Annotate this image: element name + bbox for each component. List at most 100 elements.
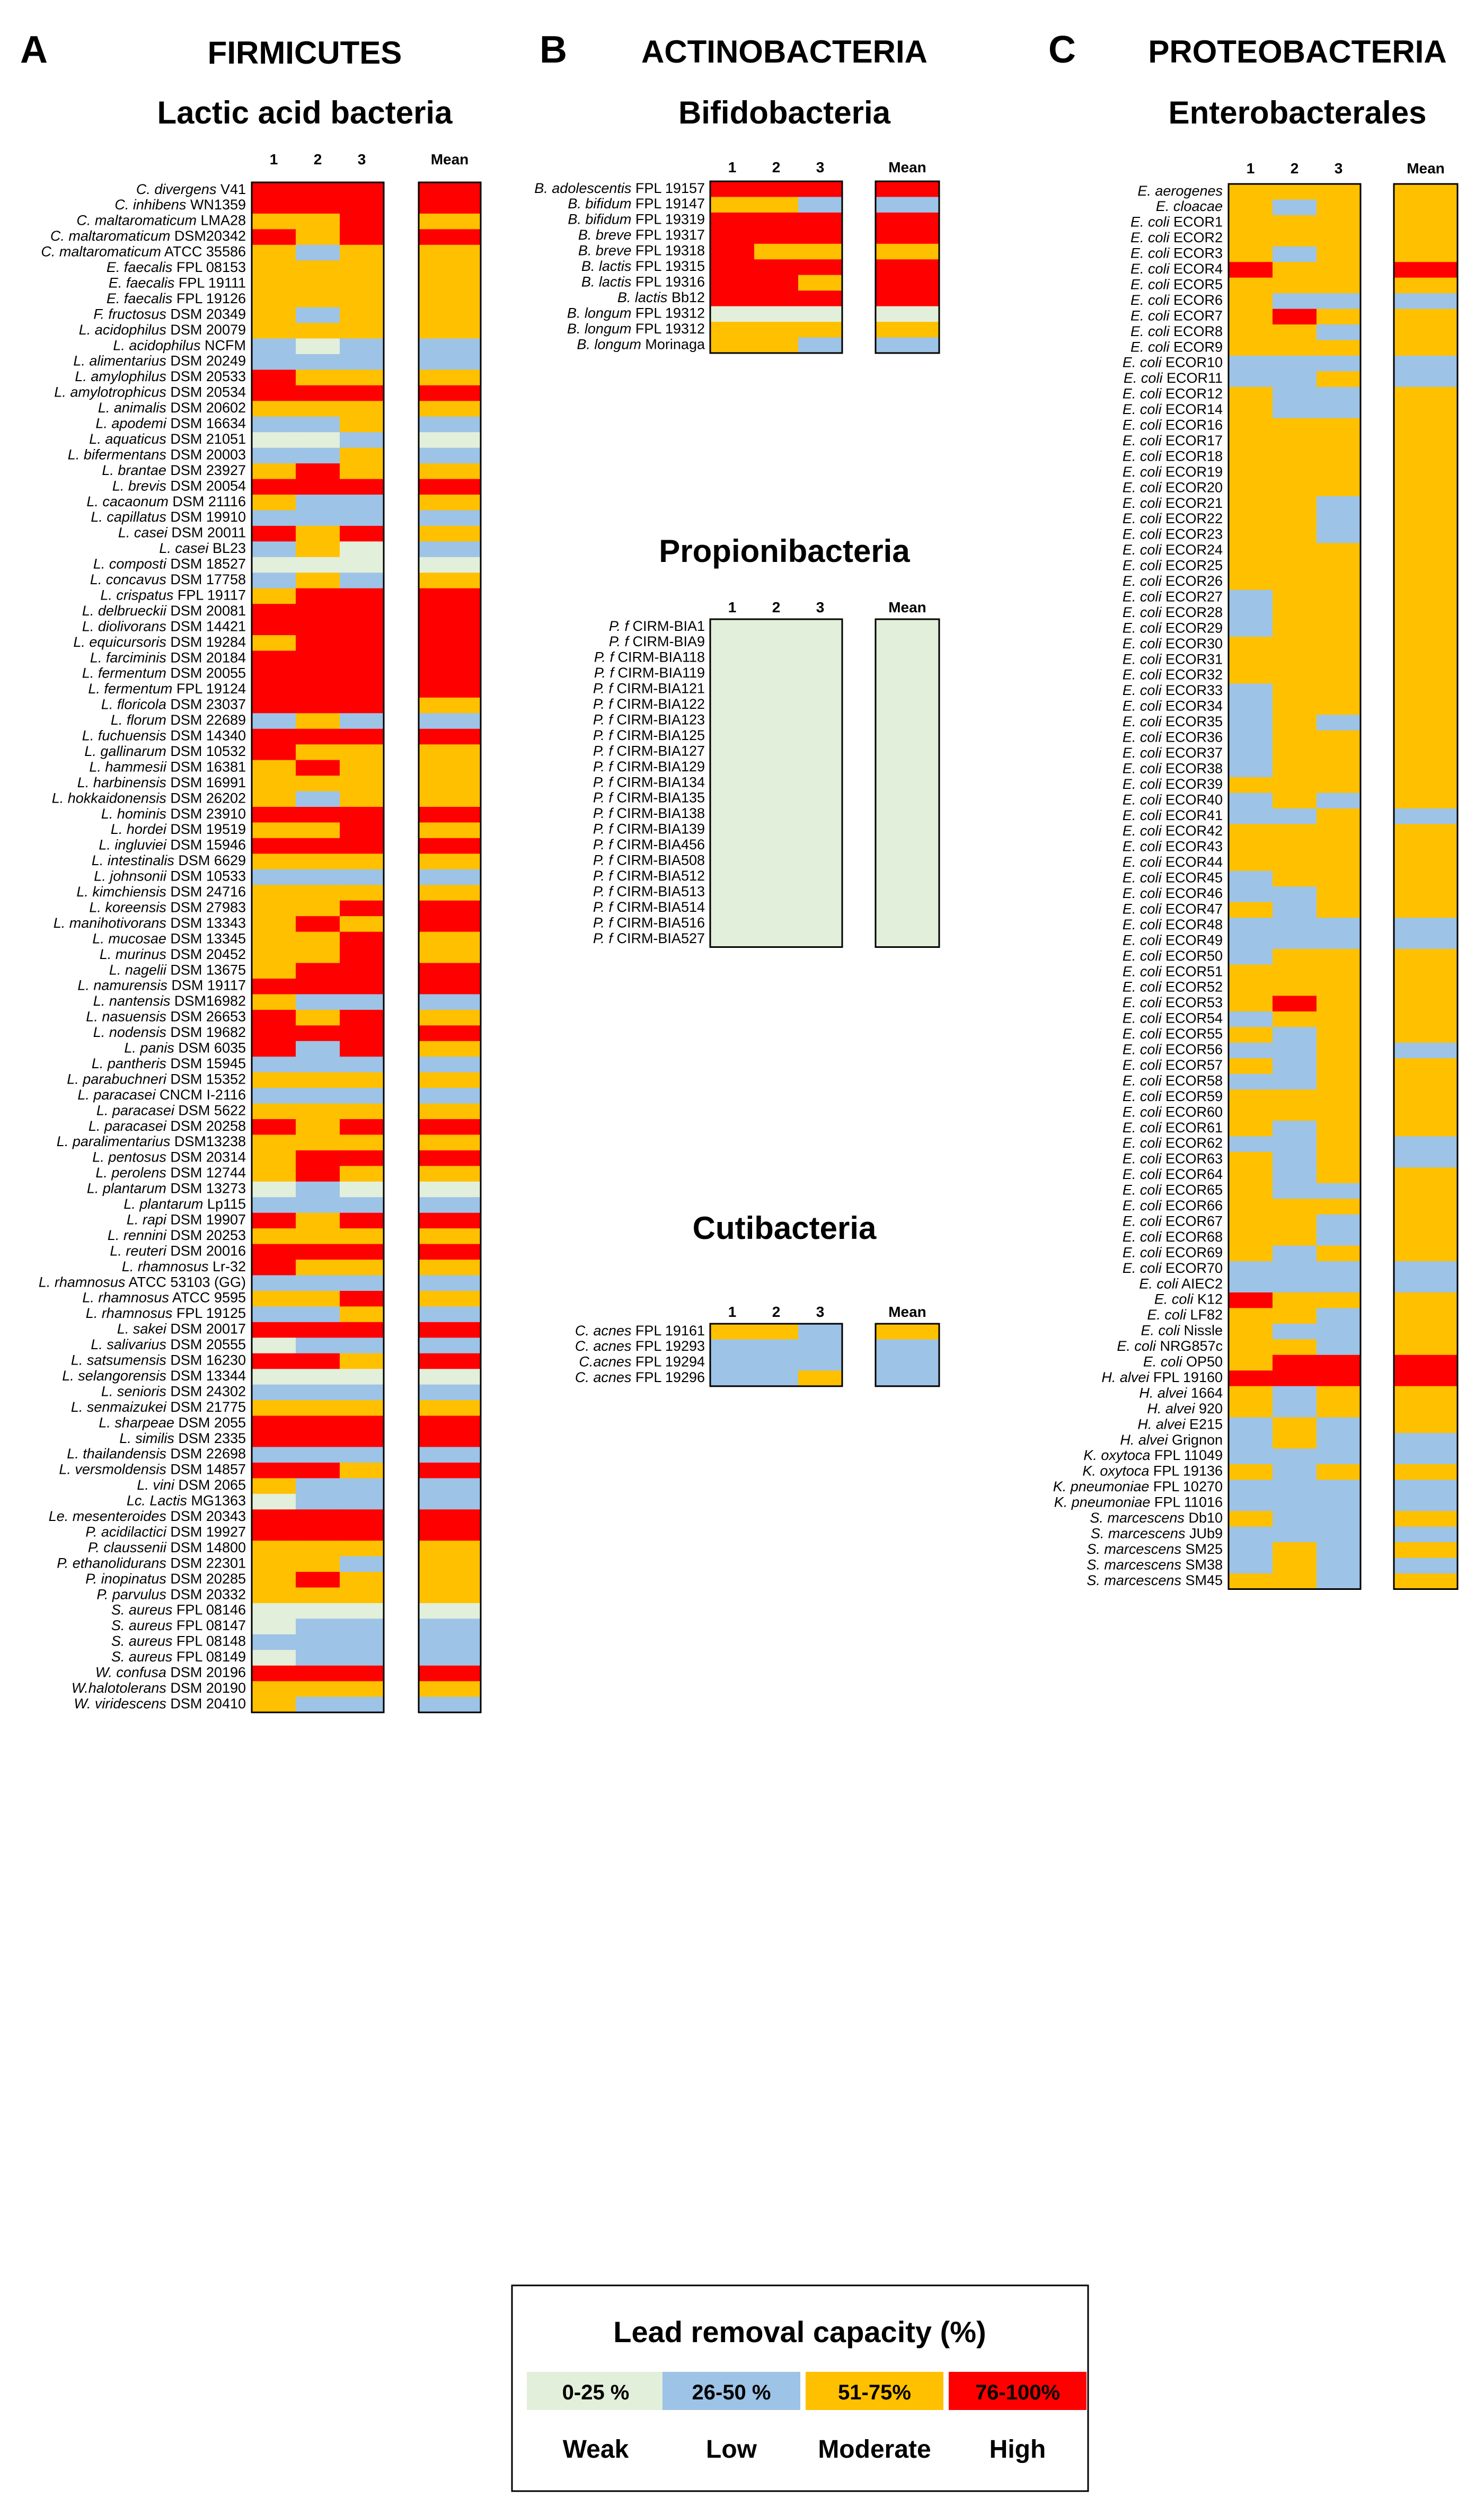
- heatmap-cell: [1273, 839, 1317, 856]
- mean-cell: [876, 790, 939, 807]
- mean-cell: [1394, 1136, 1458, 1153]
- heatmap-cell: [252, 635, 296, 652]
- heatmap-cell: [1317, 434, 1361, 450]
- heatmap-cell: [340, 1541, 384, 1557]
- heatmap-cell: [754, 228, 799, 244]
- mean-cell: [419, 1525, 481, 1541]
- title-enterobacterales: Enterobacterales: [1169, 95, 1427, 130]
- heatmap-cell: [1317, 1526, 1361, 1543]
- heatmap-cell: [1229, 1386, 1273, 1402]
- heatmap-cell: [296, 370, 340, 386]
- strain-label: P. f CIRM-BIA527: [593, 930, 705, 946]
- heatmap-cell: [710, 822, 755, 838]
- heatmap-cell: [340, 307, 384, 323]
- heatmap-cell: [710, 869, 755, 885]
- heatmap-cell: [252, 1369, 296, 1385]
- heatmap-cell: [1229, 1417, 1273, 1433]
- heatmap-cell: [296, 1228, 340, 1245]
- strain-label: E. coli ECOR14: [1123, 401, 1223, 417]
- heatmap-cell: [798, 900, 843, 917]
- heatmap-cell: [296, 1369, 340, 1385]
- heatmap-cell: [1273, 449, 1317, 465]
- heatmap-cell: [1229, 1292, 1273, 1308]
- mean-cell: [1394, 1277, 1458, 1293]
- heatmap-cell: [1317, 1354, 1361, 1371]
- heatmap-cell: [340, 713, 384, 729]
- strain-label: E. coli ECOR50: [1123, 948, 1223, 964]
- heatmap-cell: [754, 275, 799, 291]
- heatmap-cell: [754, 869, 799, 885]
- heatmap-cell: [1229, 1542, 1273, 1559]
- strain-label: E. coli LF82: [1147, 1307, 1223, 1323]
- heatmap-cell: [798, 775, 843, 791]
- heatmap-cell: [340, 994, 384, 1010]
- heatmap-cell: [1229, 1151, 1273, 1168]
- mean-cell: [1394, 199, 1458, 216]
- heatmap-cell: [1273, 309, 1317, 325]
- strain-label: E. coli ECOR41: [1123, 807, 1223, 823]
- heatmap-cell: [296, 916, 340, 933]
- heatmap-cell: [1229, 480, 1273, 497]
- mean-cell: [1394, 777, 1458, 794]
- strain-label: L. casei DSM 20011: [118, 525, 246, 541]
- strain-label: P. acidilactici DSM 19927: [85, 1524, 246, 1540]
- mean-cell: [419, 1353, 481, 1369]
- heatmap-cell: [1273, 1402, 1317, 1418]
- heatmap-cell: [1273, 996, 1317, 1012]
- heatmap-cell: [296, 807, 340, 823]
- strain-label: S. marcescens JUb9: [1091, 1525, 1223, 1541]
- mean-cell: [1394, 1199, 1458, 1215]
- legend-swatch-high: [949, 2372, 1086, 2410]
- mean-cell: [876, 322, 939, 338]
- strain-label: E. coli ECOR16: [1123, 417, 1223, 433]
- mean-cell: [419, 479, 481, 495]
- heatmap-cell: [252, 1541, 296, 1557]
- heatmap-cell: [252, 229, 296, 245]
- heatmap-cell: [296, 1041, 340, 1057]
- heatmap-cell: [1229, 1495, 1273, 1511]
- strain-label: P. f CIRM-BIA127: [593, 743, 705, 759]
- heatmap-cell: [1317, 527, 1361, 543]
- strain-label: E. coli ECOR11: [1124, 370, 1223, 386]
- heatmap-cell: [296, 885, 340, 901]
- heatmap-cell: [710, 181, 755, 198]
- heatmap-cell: [1273, 1214, 1317, 1230]
- heatmap-cell: [340, 1447, 384, 1463]
- column-label-2: 2: [772, 159, 781, 175]
- strain-label: L. harbinensis DSM 16991: [77, 775, 246, 790]
- heatmap-cell: [1273, 1121, 1317, 1137]
- strain-label: C. maltaromaticum ATCC 35586: [41, 244, 246, 260]
- mean-cell: [419, 1134, 481, 1151]
- heatmap-cell: [340, 432, 384, 448]
- heatmap-cell: [1229, 262, 1273, 278]
- heatmap-cell: [296, 1181, 340, 1198]
- strain-label: L. salivarius DSM 20555: [91, 1336, 246, 1352]
- strain-label: Lc. Lactis MG1363: [127, 1493, 246, 1509]
- strain-label: P. f CIRM-BIA512: [593, 868, 705, 884]
- mean-cell: [419, 1181, 481, 1198]
- heatmap-cell: [252, 1556, 296, 1572]
- heatmap-cell: [1273, 1417, 1317, 1433]
- strain-label: L. thailandensis DSM 22698: [67, 1446, 246, 1462]
- strain-label: L. farciminis DSM 20184: [90, 649, 246, 665]
- strain-label: E. coli ECOR21: [1123, 495, 1223, 511]
- heatmap-cell: [1229, 543, 1273, 559]
- heatmap-cell: [1317, 1121, 1361, 1137]
- heatmap-cell: [252, 479, 296, 495]
- heatmap-cell: [754, 822, 799, 838]
- title-firmicutes: FIRMICUTES: [208, 35, 402, 71]
- mean-cell: [1394, 855, 1458, 872]
- heatmap-cell: [340, 697, 384, 714]
- mean-cell: [1394, 1354, 1458, 1371]
- strain-label: L. diolivorans DSM 14421: [82, 618, 246, 634]
- heatmap-cell: [1273, 949, 1317, 965]
- heatmap-cell: [252, 1415, 296, 1432]
- strain-label: E. coli ECOR66: [1123, 1198, 1223, 1213]
- heatmap-cell: [340, 229, 384, 245]
- heatmap-cell: [1317, 1011, 1361, 1027]
- heatmap-cell: [754, 1354, 799, 1371]
- strain-label: E. coli ECOR63: [1123, 1151, 1223, 1167]
- heatmap-cell: [754, 931, 799, 948]
- heatmap-cell: [252, 525, 296, 542]
